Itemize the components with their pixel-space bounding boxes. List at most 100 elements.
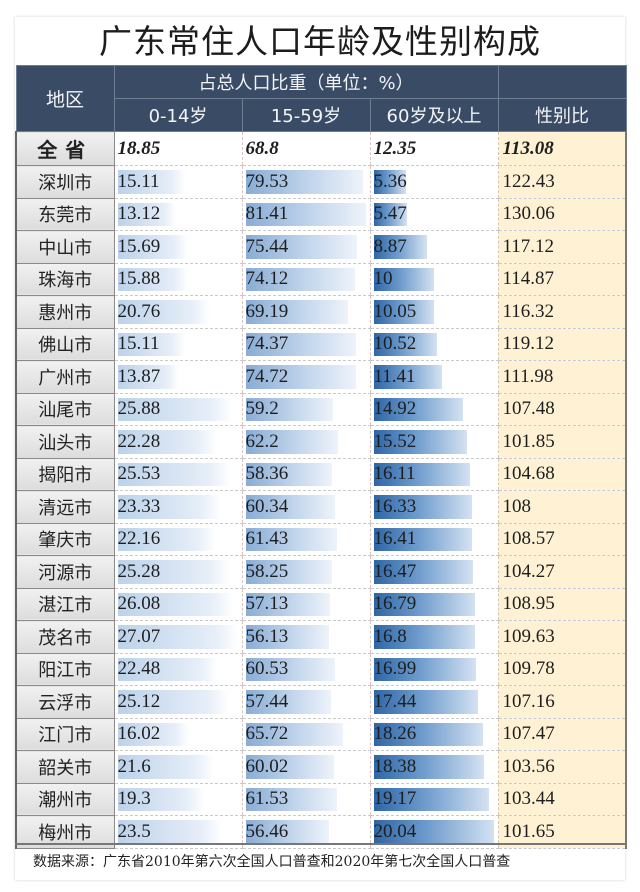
value-0-14: 25.12 bbox=[113, 685, 242, 719]
value-sex-ratio: 109.63 bbox=[497, 620, 628, 654]
value-sex-ratio: 101.65 bbox=[497, 815, 628, 849]
value-text: 22.16 bbox=[117, 528, 161, 550]
value-text: 5.47 bbox=[373, 203, 407, 225]
value-bar bbox=[117, 300, 210, 324]
value-sex-ratio: 107.47 bbox=[497, 718, 628, 751]
region-name: 河源市 bbox=[15, 555, 115, 589]
value-bar bbox=[245, 267, 355, 291]
value-bar bbox=[373, 170, 406, 194]
value-bar bbox=[245, 560, 332, 584]
region-name: 汕尾市 bbox=[15, 392, 115, 426]
value-text: 75.44 bbox=[245, 235, 289, 257]
value-bar bbox=[373, 267, 434, 291]
header-share-group: 占总人口比重（单位：%） bbox=[113, 65, 499, 99]
value-text: 74.37 bbox=[245, 333, 289, 355]
value-bar bbox=[117, 397, 233, 421]
value-60-plus: 16.79 bbox=[369, 588, 499, 621]
header-sex-ratio: 性别比 bbox=[497, 98, 627, 132]
value-text: 20.76 bbox=[117, 300, 161, 322]
value-60-plus: 15.52 bbox=[369, 425, 499, 459]
value-bar bbox=[373, 430, 467, 454]
value-text: 19.17 bbox=[373, 788, 417, 810]
value-text: 25.88 bbox=[117, 398, 161, 420]
value-60-plus: 16.8 bbox=[369, 620, 499, 654]
table-row: 江门市 16.02 65.72 18.26 107.47 bbox=[15, 717, 628, 751]
value-0-14: 18.85 bbox=[113, 131, 242, 166]
table-row: 东莞市 13.12 81.41 5.47 130.06 bbox=[15, 197, 628, 231]
table-row: 云浮市 25.12 57.44 17.44 107.16 bbox=[15, 685, 628, 719]
value-0-14: 25.88 bbox=[113, 393, 242, 426]
value-60-plus: 20.04 bbox=[369, 815, 499, 849]
value-bar bbox=[245, 495, 335, 519]
value-text: 81.41 bbox=[245, 203, 289, 225]
value-bar bbox=[117, 170, 185, 194]
value-60-plus: 16.41 bbox=[369, 523, 499, 556]
table-row: 梅州市 23.5 56.46 20.04 101.65 bbox=[15, 815, 628, 849]
value-0-14: 22.28 bbox=[113, 425, 242, 459]
table-row: 汕尾市 25.88 59.2 14.92 107.48 bbox=[15, 392, 628, 426]
value-text: 16.33 bbox=[373, 495, 417, 517]
value-bar bbox=[245, 592, 330, 616]
header-15-59: 15-59岁 bbox=[241, 98, 371, 132]
value-bar bbox=[373, 202, 407, 226]
value-0-14: 15.69 bbox=[113, 230, 242, 264]
value-0-14: 13.12 bbox=[113, 198, 242, 231]
population-table: 地区 占总人口比重（单位：%） 0-14岁 15-59岁 60岁及以上 性别比 … bbox=[15, 65, 628, 849]
value-bar bbox=[245, 657, 335, 681]
value-text: 23.5 bbox=[117, 820, 151, 842]
value-text: 61.53 bbox=[245, 788, 289, 810]
value-text: 56.46 bbox=[245, 820, 289, 842]
region-name: 广州市 bbox=[15, 360, 115, 394]
value-text: 13.87 bbox=[117, 365, 161, 387]
value-text: 25.28 bbox=[117, 560, 161, 582]
value-0-14: 22.16 bbox=[113, 523, 242, 556]
value-15-59: 58.36 bbox=[241, 458, 370, 491]
value-text: 57.13 bbox=[245, 593, 289, 615]
value-60-plus: 17.44 bbox=[369, 685, 499, 719]
value-bar bbox=[373, 592, 475, 616]
value-sex-ratio: 104.27 bbox=[497, 555, 628, 589]
value-60-plus: 5.47 bbox=[369, 198, 499, 231]
value-0-14: 15.11 bbox=[113, 165, 242, 199]
value-text: 22.28 bbox=[117, 430, 161, 452]
value-bar bbox=[373, 235, 427, 259]
value-0-14: 15.88 bbox=[113, 263, 242, 296]
value-bar bbox=[117, 495, 221, 519]
value-bar bbox=[373, 527, 472, 551]
value-text: 15.69 bbox=[117, 235, 161, 257]
value-text: 12.35 bbox=[373, 137, 417, 159]
value-bar bbox=[117, 267, 188, 291]
value-60-plus: 16.11 bbox=[369, 458, 499, 491]
region-name: 惠州市 bbox=[15, 295, 115, 329]
value-sex-ratio: 103.44 bbox=[497, 783, 628, 816]
region-name: 潮州市 bbox=[15, 782, 115, 816]
value-15-59: 62.2 bbox=[241, 425, 370, 459]
value-15-59: 57.13 bbox=[241, 588, 370, 621]
value-sex-ratio: 108.95 bbox=[497, 588, 628, 621]
value-15-59: 68.8 bbox=[241, 131, 370, 166]
table-row-total: 全省 18.85 68.8 12.35 113.08 bbox=[15, 131, 628, 166]
table-row: 河源市 25.28 58.25 16.47 104.27 bbox=[15, 555, 628, 589]
value-60-plus: 18.26 bbox=[369, 718, 499, 751]
value-0-14: 23.33 bbox=[113, 490, 242, 524]
value-60-plus: 18.38 bbox=[369, 750, 499, 784]
value-text: 16.79 bbox=[373, 593, 417, 615]
value-0-14: 19.3 bbox=[113, 783, 242, 816]
value-bar bbox=[117, 462, 231, 486]
value-15-59: 57.44 bbox=[241, 685, 370, 719]
region-name: 深圳市 bbox=[15, 165, 115, 199]
value-text: 26.08 bbox=[117, 593, 161, 615]
value-text: 5.36 bbox=[373, 170, 407, 192]
value-15-59: 56.46 bbox=[241, 815, 370, 849]
value-0-14: 23.5 bbox=[113, 815, 242, 849]
value-bar bbox=[245, 787, 337, 811]
value-60-plus: 16.33 bbox=[369, 490, 499, 524]
value-bar bbox=[245, 300, 348, 324]
value-bar bbox=[373, 657, 476, 681]
value-text: 16.41 bbox=[373, 528, 417, 550]
value-bar bbox=[245, 397, 333, 421]
region-name: 阳江市 bbox=[15, 652, 115, 686]
region-name: 茂名市 bbox=[15, 620, 115, 654]
value-bar bbox=[373, 820, 494, 844]
value-bar bbox=[373, 690, 478, 714]
